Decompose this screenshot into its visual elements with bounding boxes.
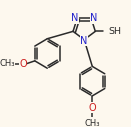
Text: N: N [80,36,88,46]
Text: N: N [90,13,97,23]
Text: O: O [19,59,27,69]
Text: N: N [71,13,78,23]
Text: O: O [88,103,96,113]
Text: SH: SH [108,27,121,36]
Text: CH₃: CH₃ [84,119,100,127]
Text: CH₃: CH₃ [0,59,15,68]
